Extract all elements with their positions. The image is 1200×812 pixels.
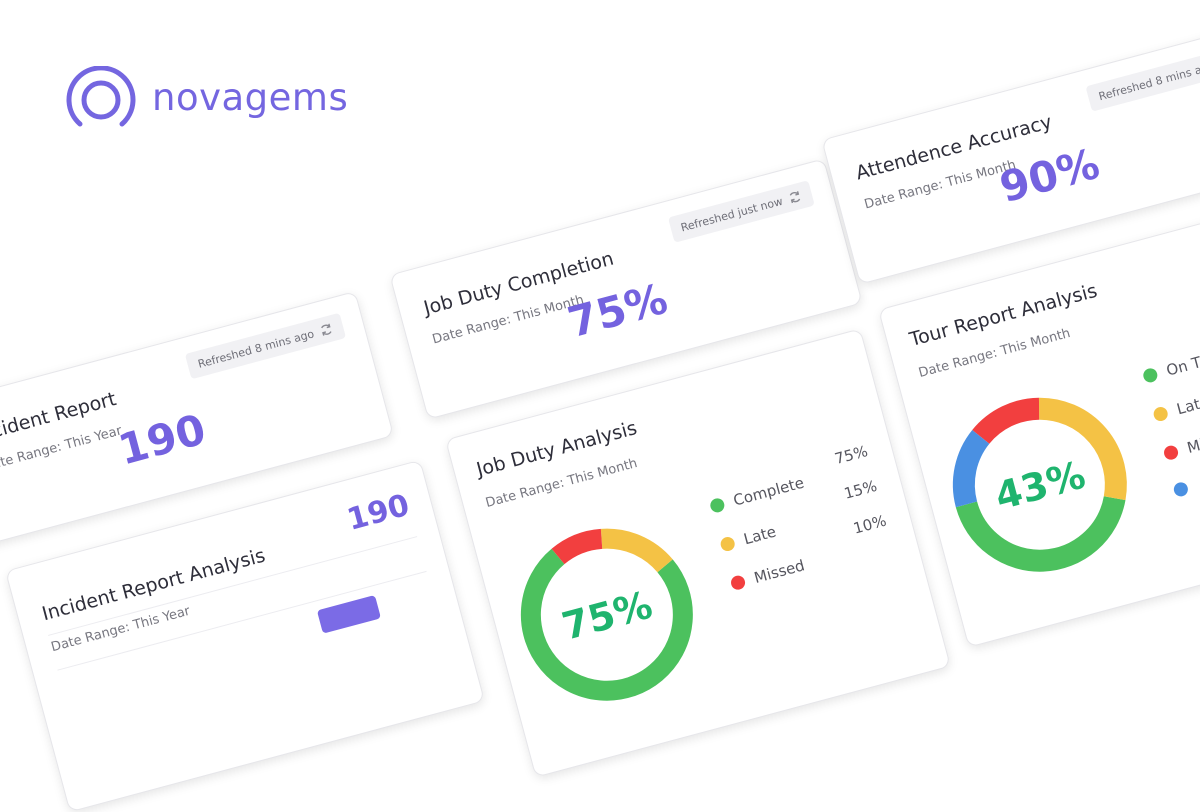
legend-label: On Time <box>1164 346 1200 380</box>
legend-dot <box>719 535 737 553</box>
donut-center-label: 43% <box>990 453 1089 519</box>
refresh-badge: Refreshed 8 mins ago <box>185 312 347 380</box>
brand-name: novagems <box>152 76 349 119</box>
legend-item: Missed <box>1162 426 1200 463</box>
page: novagems (() => { const data = JSON.pars… <box>0 23 1200 812</box>
card: Incident Report Date Range: This Year 190 R… <box>0 290 395 548</box>
legend-dot <box>1162 444 1180 462</box>
legend-dot <box>1141 366 1159 384</box>
kpi-value: 90% <box>994 138 1105 213</box>
donut-segment <box>551 528 603 565</box>
refresh-text: Refreshed just now <box>679 194 785 234</box>
refresh-head <box>790 191 800 204</box>
kpi-value: 190 <box>113 404 211 475</box>
legend-label: Missed <box>1185 426 1200 457</box>
donut-segment <box>972 397 1040 445</box>
card: Tour Report Analysis Date Range: This Mon… <box>878 198 1200 648</box>
legend-label: Complete <box>731 473 806 510</box>
legend-item <box>1172 480 1190 498</box>
legend-item: On Time <box>1141 346 1200 386</box>
legend-item: Late <box>1152 392 1200 424</box>
legend-value: 10% <box>851 511 889 538</box>
legend-dot <box>708 496 726 514</box>
legend-item: Missed <box>729 556 807 593</box>
legend-label: Missed <box>752 556 807 587</box>
legend-dot <box>1172 480 1190 498</box>
refresh-icon <box>789 191 801 204</box>
button <box>316 595 382 634</box>
legend-value: 15% <box>842 476 879 503</box>
refresh-text: Refreshed 8 mins ago <box>196 326 316 371</box>
donut-segment <box>952 429 990 508</box>
donut-center-label: 75% <box>557 583 656 649</box>
card: Job Duty Analysis Date Range: This Month 7… <box>445 328 951 778</box>
card: Job Duty Completion Date Range: This Mont… <box>389 158 863 420</box>
refresh-icon <box>321 323 332 336</box>
donut-segment <box>600 528 673 573</box>
donut-chart: 43% <box>952 397 1127 572</box>
logo-icon <box>66 66 136 127</box>
refresh-badge: Refreshed 8 mins ago <box>1085 45 1200 112</box>
refresh-text: Refreshed 8 mins ago <box>1097 59 1200 103</box>
refresh-badge: Refreshed just now <box>667 180 815 243</box>
legend-item: Late <box>719 522 778 554</box>
legend-label: Late <box>741 522 778 549</box>
kpi-value: 75% <box>562 273 673 348</box>
donut-segment <box>955 495 1126 572</box>
legend-item: Complete <box>708 474 806 516</box>
legend-label: Late <box>1174 392 1200 419</box>
donut-segment <box>1038 397 1127 501</box>
kpi-value: 190 <box>343 487 414 538</box>
legend-value: 75% <box>832 442 870 469</box>
legend-dot <box>1152 405 1170 423</box>
donut-chart: 75% <box>520 528 693 701</box>
refresh-head <box>322 323 331 336</box>
legend-dot <box>729 574 747 592</box>
